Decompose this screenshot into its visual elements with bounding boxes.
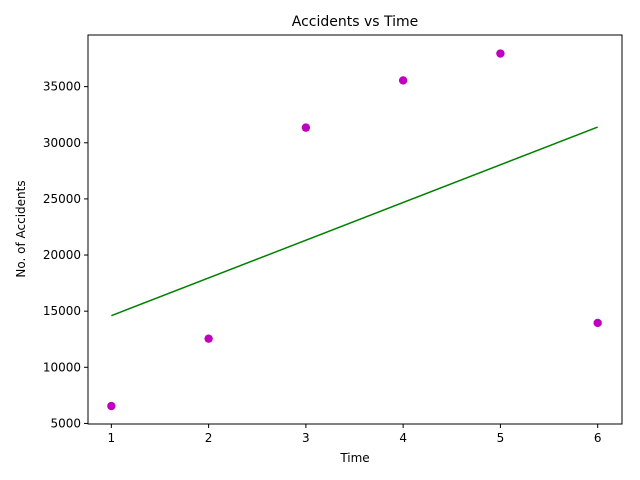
x-tick-label: 3 (302, 431, 310, 445)
data-point (107, 401, 116, 411)
y-tick-label: 5000 (50, 416, 81, 430)
chart-title: Accidents vs Time (292, 14, 419, 30)
data-point (204, 334, 213, 343)
x-tick-label: 1 (108, 431, 116, 445)
data-point (496, 49, 505, 58)
y-tick-label: 30000 (43, 136, 81, 150)
y-tick-label: 25000 (43, 192, 81, 206)
trend-line (111, 126, 598, 317)
data-point (301, 123, 311, 132)
x-axis-label: Time (339, 451, 369, 465)
x-tick-label: 6 (594, 431, 602, 445)
y-axis-ticks: 5000 10000 15000 20000 25000 30000 35000 (43, 80, 88, 430)
x-tick-label: 5 (497, 431, 505, 445)
y-tick-label: 35000 (43, 80, 81, 94)
x-tick-label: 4 (399, 431, 407, 445)
x-axis-ticks: 1 2 3 4 5 6 (108, 424, 602, 445)
x-tick-label: 2 (205, 431, 213, 445)
axes-frame (87, 34, 623, 425)
data-point (398, 76, 408, 85)
y-tick-label: 15000 (43, 304, 81, 318)
plot-area (107, 49, 602, 411)
y-tick-label: 20000 (43, 248, 81, 262)
y-axis-label: No. of Accidents (14, 180, 28, 277)
y-tick-label: 10000 (43, 360, 81, 374)
data-point (593, 318, 602, 328)
